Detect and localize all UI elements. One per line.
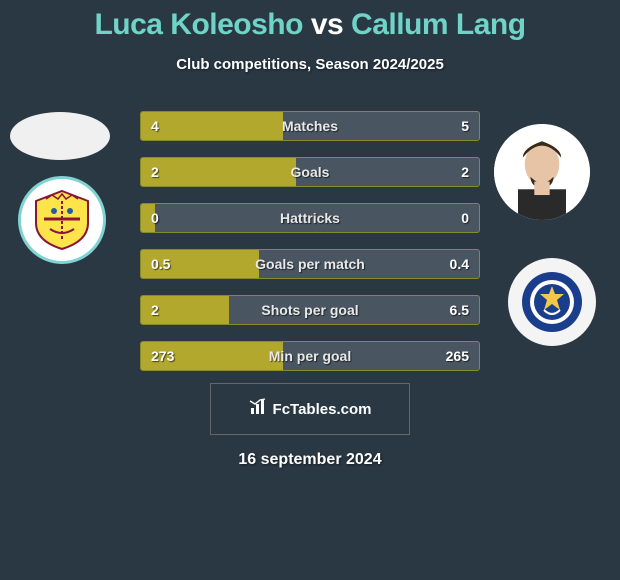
portsmouth-crest-icon [520,270,584,334]
player1-photo [10,112,110,160]
vs-text: vs [311,8,343,41]
stat-label: Goals per match [255,256,365,272]
player2-club-crest [508,258,596,346]
page-title: Luca Koleosho vs Callum Lang [0,8,620,42]
subtitle: Club competitions, Season 2024/2025 [0,56,620,73]
stat-value-right: 5 [461,118,469,134]
stat-value-left: 0 [151,210,159,226]
stat-bars: 4 Matches 5 2 Goals 2 0 Hattricks 0 0.5 Goals per … [140,111,480,371]
stat-fill [141,158,296,186]
stat-fill [141,112,283,140]
stat-row: 2 Shots per goal 6.5 [140,295,480,325]
stat-row: 2 Goals 2 [140,157,480,187]
stat-row: 0 Hattricks 0 [140,203,480,233]
chart-icon [249,398,269,421]
stat-value-left: 273 [151,348,174,364]
player1-name: Luca Koleosho [94,8,303,41]
stat-value-left: 0.5 [151,256,170,272]
footer-attribution: FcTables.com [210,383,410,435]
stat-value-right: 0.4 [450,256,469,272]
stat-value-left: 2 [151,164,159,180]
footer-site: FcTables.com [273,401,372,418]
stat-label: Min per goal [269,348,351,364]
player2-face-icon [494,124,590,220]
stat-value-left: 4 [151,118,159,134]
stat-row: 273 Min per goal 265 [140,341,480,371]
stat-row: 4 Matches 5 [140,111,480,141]
stat-value-right: 265 [446,348,469,364]
comparison-card: Luca Koleosho vs Callum Lang Club compet… [0,0,620,469]
player2-photo [494,124,590,220]
stat-value-left: 2 [151,302,159,318]
stat-label: Goals [291,164,330,180]
stat-label: Shots per goal [261,302,358,318]
burnley-crest-icon [32,189,92,251]
stat-value-right: 6.5 [450,302,469,318]
stat-value-right: 0 [461,210,469,226]
stat-label: Matches [282,118,338,134]
stat-row: 0.5 Goals per match 0.4 [140,249,480,279]
footer-date: 16 september 2024 [0,451,620,469]
stat-value-right: 2 [461,164,469,180]
player1-club-crest [18,176,106,264]
stat-label: Hattricks [280,210,340,226]
player2-name: Callum Lang [351,8,526,41]
